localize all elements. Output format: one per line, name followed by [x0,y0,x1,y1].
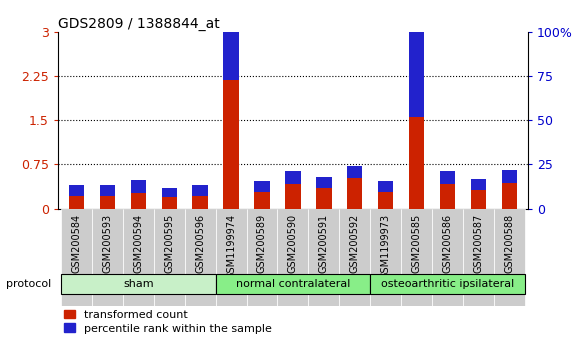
Bar [69,185,84,195]
Text: osteoarthritic ipsilateral: osteoarthritic ipsilateral [381,279,514,289]
Bar [254,192,270,209]
Text: GDS2809 / 1388844_at: GDS2809 / 1388844_at [58,17,220,31]
Bar [347,178,362,209]
Text: protocol: protocol [6,279,51,289]
Bar [502,183,517,209]
Bar [378,182,393,192]
Bar [193,195,208,209]
Bar [316,188,332,209]
Bar [100,195,115,209]
Legend: transformed count, percentile rank within the sample: transformed count, percentile rank withi… [64,310,271,333]
Bar [69,195,84,209]
Bar [130,193,146,209]
Bar [223,80,239,209]
Bar [440,171,455,184]
Text: normal contralateral: normal contralateral [235,279,350,289]
Bar [347,166,362,178]
Bar [409,117,424,209]
Bar [216,274,370,295]
Bar [162,188,177,197]
Bar [316,177,332,188]
Bar [285,171,300,184]
Bar [162,197,177,209]
Bar [370,274,525,295]
Bar [223,0,239,80]
Text: sham: sham [123,279,154,289]
Bar [285,184,300,209]
Bar [61,274,216,295]
Bar [378,192,393,209]
Bar [100,185,115,195]
Bar [470,190,486,209]
Bar [440,184,455,209]
Bar [193,185,208,195]
Bar [254,182,270,192]
Bar [130,180,146,193]
Bar [502,170,517,183]
Bar [409,0,424,117]
Bar [470,179,486,190]
